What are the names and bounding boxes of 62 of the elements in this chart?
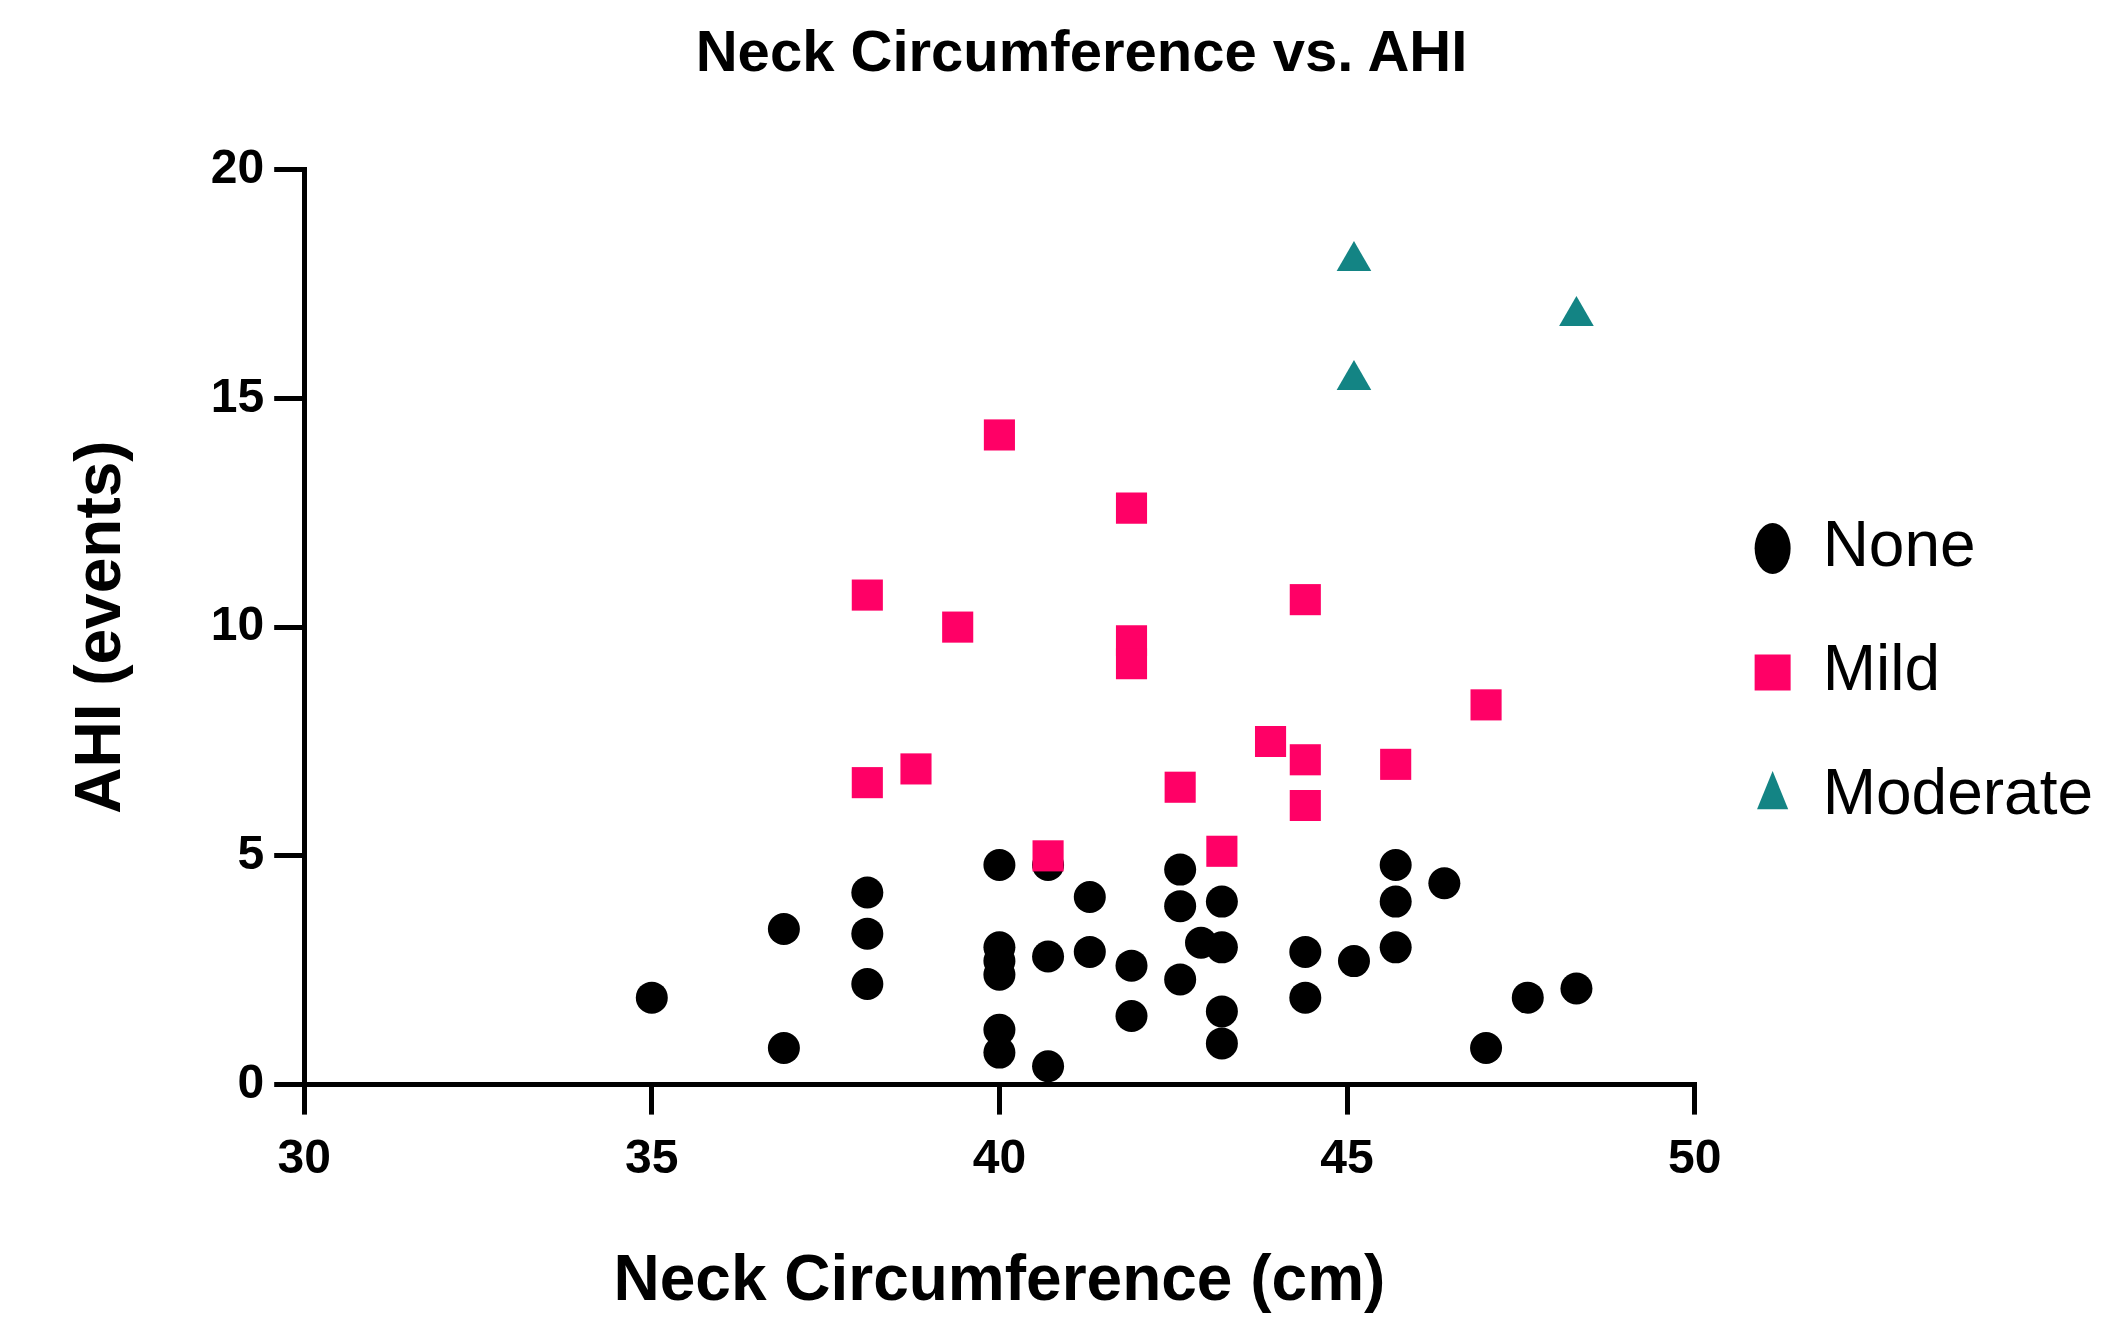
- point: [1205, 885, 1238, 918]
- y-tick-label: 20: [210, 139, 265, 193]
- legend-label: Mild: [1822, 632, 1940, 705]
- point: [900, 753, 932, 785]
- chart-title: Neck Circumference vs. AHI: [695, 17, 1468, 83]
- point: [1337, 945, 1370, 978]
- point: [983, 849, 1016, 881]
- point: [1164, 963, 1197, 996]
- point: [1470, 1032, 1503, 1064]
- point: [767, 1032, 800, 1064]
- point: [1289, 935, 1322, 968]
- point: [1205, 931, 1238, 964]
- point: [1115, 492, 1148, 524]
- point: [1511, 981, 1544, 1014]
- point: [1379, 885, 1412, 918]
- point: [1115, 999, 1148, 1032]
- point: [851, 767, 883, 799]
- point: [851, 917, 884, 950]
- point: [1289, 744, 1321, 776]
- x-tick-label: 30: [277, 1129, 331, 1183]
- y-tick-label: 5: [237, 826, 265, 880]
- point: [1379, 849, 1412, 881]
- x-tick-label: 45: [1320, 1129, 1374, 1183]
- point: [1164, 890, 1197, 923]
- point: [851, 967, 884, 1000]
- point: [1254, 725, 1287, 758]
- y-axis-title: AHI (events): [62, 440, 135, 814]
- point: [1206, 835, 1238, 867]
- point: [1289, 584, 1321, 616]
- point: [1073, 935, 1106, 968]
- point: [1032, 840, 1064, 872]
- legend-label: None: [1822, 508, 1976, 581]
- point: [983, 419, 1015, 451]
- point: [1380, 748, 1412, 780]
- point: [1073, 881, 1106, 914]
- point: [1428, 867, 1461, 900]
- point: [1032, 940, 1065, 973]
- point: [1164, 853, 1197, 886]
- legend-label: Moderate: [1822, 756, 2093, 829]
- point: [1289, 981, 1322, 1014]
- point: [1289, 789, 1321, 822]
- point: [1470, 689, 1502, 721]
- y-tick-label: 10: [210, 597, 265, 651]
- point: [1115, 949, 1148, 982]
- y-tick-label: 15: [210, 368, 265, 422]
- point: [1032, 1050, 1065, 1083]
- point: [1164, 771, 1196, 803]
- point: [851, 876, 884, 909]
- point: [942, 611, 974, 643]
- point: [767, 913, 800, 946]
- point: [1560, 972, 1593, 1005]
- point: [1205, 995, 1238, 1028]
- y-tick-label: 0: [237, 1054, 265, 1108]
- x-tick-label: 35: [625, 1129, 679, 1183]
- point: [635, 981, 668, 1014]
- x-tick-label: 40: [972, 1129, 1027, 1183]
- point: [851, 579, 883, 611]
- x-tick-label: 50: [1667, 1129, 1722, 1183]
- point: [1115, 648, 1148, 680]
- point: [1379, 931, 1412, 964]
- point: [1205, 1027, 1238, 1060]
- x-axis-title: Neck Circumference (cm): [613, 1242, 1386, 1315]
